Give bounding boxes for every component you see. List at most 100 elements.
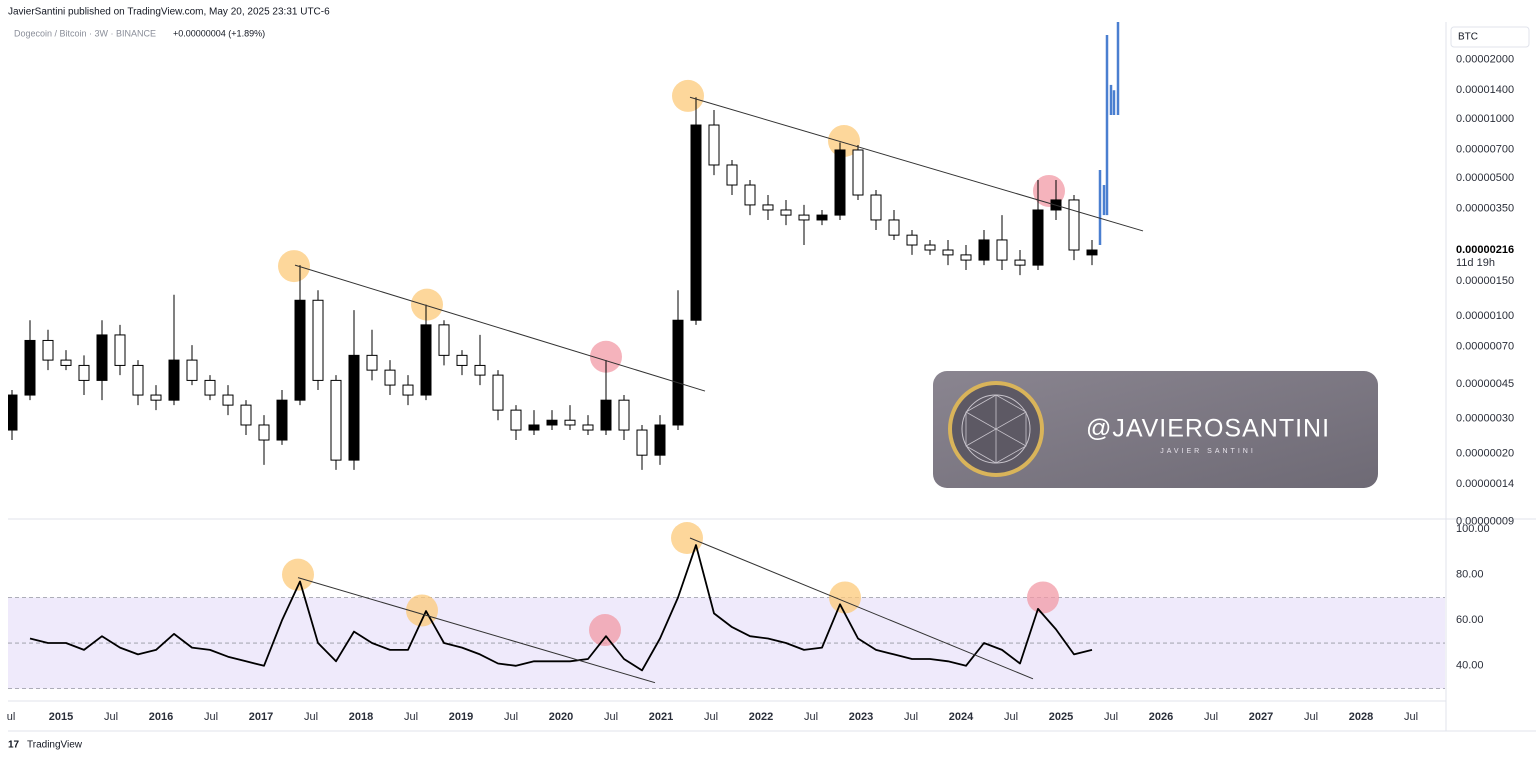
- candle-body: [618, 399, 630, 431]
- candle-body: [42, 339, 54, 361]
- candle-body: [978, 239, 990, 261]
- highlight-marker: [278, 250, 310, 283]
- trendline: [294, 264, 706, 392]
- price-tick-label: 0.00000020: [1456, 447, 1514, 459]
- candle-body: [276, 399, 288, 441]
- footer-brand: TradingView: [27, 740, 83, 751]
- trendline: [689, 537, 1034, 680]
- candle-body: [816, 214, 828, 221]
- candle-body: [96, 334, 108, 381]
- publish-info: JavierSantini published on TradingView.c…: [8, 7, 330, 18]
- rsi-tick-label: 80.00: [1456, 569, 1484, 581]
- rsi-pane: [29, 522, 1093, 684]
- trendline: [297, 577, 656, 684]
- price-tick-label: 0.00001000: [1456, 113, 1514, 125]
- highlight-marker: [411, 288, 443, 321]
- candle-body: [438, 324, 450, 356]
- time-tick-label: 2021: [649, 711, 673, 723]
- price-tick-label: 0.00000030: [1456, 413, 1514, 425]
- time-tick-label: 2024: [949, 711, 974, 723]
- time-tick-label: Jul: [804, 711, 818, 723]
- candle-body: [870, 194, 882, 221]
- candle-body: [780, 209, 792, 216]
- candle-body: [510, 409, 522, 431]
- candle-body: [708, 124, 720, 166]
- rsi-line: [29, 544, 1093, 672]
- candle-body: [762, 204, 774, 211]
- candle-body: [1068, 199, 1080, 251]
- time-tick-label: Jul: [904, 711, 918, 723]
- candle-body: [996, 239, 1008, 261]
- highlight-marker: [1027, 581, 1059, 614]
- candle-body: [1086, 249, 1098, 256]
- last-price-label: 0.00000216: [1456, 244, 1514, 256]
- candle-body: [222, 394, 234, 406]
- rsi-tick-label: 40.00: [1456, 660, 1484, 672]
- watermark-handle: @JAVIEROSANTINI: [1086, 415, 1330, 443]
- time-tick-label: Jul: [1304, 711, 1318, 723]
- rsi-background: [8, 597, 1445, 690]
- bar-countdown: 11d 19h: [1456, 257, 1495, 269]
- time-tick-label: Jul: [1404, 711, 1418, 723]
- candle-body: [942, 249, 954, 256]
- currency[interactable]: BTC: [1458, 32, 1478, 43]
- time-tick-label: Jul: [1004, 711, 1018, 723]
- time-tick-label: Jul: [504, 711, 518, 723]
- price-change: +0.00000004 (+1.89%): [173, 28, 265, 38]
- watermark: @JAVIEROSANTINI JAVIER SANTINI: [933, 371, 1378, 488]
- time-tick-label: Jul: [104, 711, 118, 723]
- candle-body: [204, 379, 216, 396]
- highlight-marker: [672, 79, 704, 112]
- candle-body: [960, 254, 972, 261]
- time-tick-label: Jul: [1104, 711, 1118, 723]
- time-tick-label: Jul: [204, 711, 218, 723]
- price-tick-label: 0.00000500: [1456, 172, 1514, 184]
- candle-body: [744, 184, 756, 206]
- candle-body: [150, 394, 162, 401]
- footer-logo: 17: [8, 740, 20, 751]
- candle-body: [168, 359, 180, 401]
- time-tick-label: 2026: [1149, 711, 1173, 723]
- candle-body: [600, 399, 612, 431]
- candle-body: [366, 354, 378, 371]
- candle-body: [528, 424, 540, 431]
- candle-body: [798, 214, 810, 221]
- currency-box[interactable]: [1450, 26, 1530, 48]
- candle-body: [60, 359, 72, 366]
- candle-body: [888, 219, 900, 236]
- price-tick-label: 0.00000009: [1456, 516, 1514, 528]
- time-tick-label: 2015: [49, 711, 73, 723]
- candle-body: [474, 364, 486, 376]
- candle-body: [834, 149, 846, 216]
- candle-body: [186, 359, 198, 381]
- candle-body: [546, 419, 558, 426]
- candle-body: [690, 124, 702, 321]
- time-tick-label: 2023: [849, 711, 873, 723]
- time-tick-label: 2025: [1049, 711, 1073, 723]
- candle-body: [384, 369, 396, 386]
- candle-body: [8, 394, 18, 431]
- time-tick-label: 2019: [449, 711, 473, 723]
- time-tick-label: Jul: [404, 711, 418, 723]
- candle-body: [132, 364, 144, 396]
- rsi-tick-label: 60.00: [1456, 614, 1484, 626]
- highlight-marker: [590, 340, 622, 373]
- candle-body: [636, 429, 648, 456]
- watermark-box: [933, 371, 1378, 488]
- candle-body: [24, 339, 36, 396]
- watermark-name: JAVIER SANTINI: [1160, 448, 1256, 455]
- time-tick-label: 2017: [249, 711, 273, 723]
- candle-body: [114, 334, 126, 366]
- time-tick-label: ul: [7, 711, 16, 723]
- watermark-logo-mesh: [965, 394, 1027, 464]
- candle-body: [492, 374, 504, 411]
- highlight-marker: [282, 558, 314, 591]
- candle-body: [1032, 209, 1044, 266]
- trendline: [689, 96, 1144, 232]
- candle-body: [726, 164, 738, 186]
- time-tick-label: Jul: [704, 711, 718, 723]
- price-pane: [8, 22, 1144, 470]
- highlight-marker: [589, 614, 621, 647]
- price-tick-label: 0.00000070: [1456, 340, 1514, 352]
